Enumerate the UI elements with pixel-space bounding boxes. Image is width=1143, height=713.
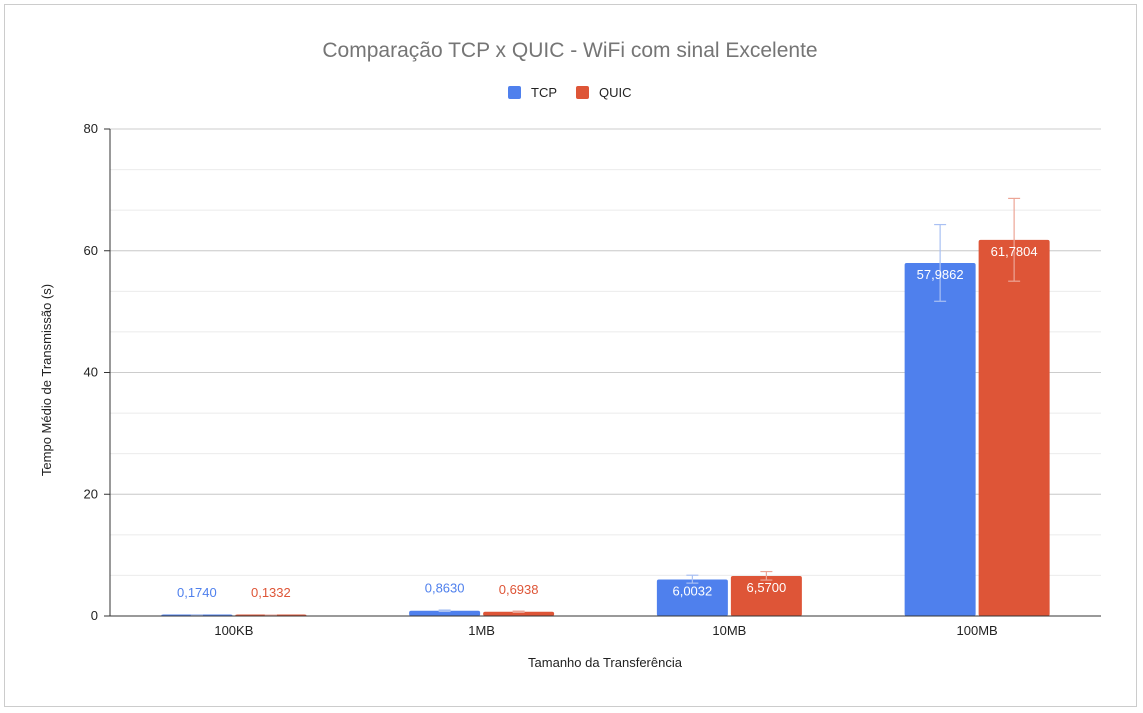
data-labels: 0,1740 0,1332 0,8630 0,6938 6,0032 6,5700 57,9… [177,244,1038,600]
x-axis-title: Tamanho da Transferência [528,655,683,670]
bar-tcp [656,579,728,616]
data-label-tcp: 0,8630 [425,581,465,596]
error-bars [190,197,1021,616]
bar-tcp [409,610,481,616]
legend-swatch-quic [576,86,589,99]
y-tick-label: 20 [84,486,98,501]
bar-quic [978,239,1050,617]
x-tick-label: 100MB [957,623,998,638]
legend-label-tcp: TCP [531,85,557,100]
y-tick-label: 80 [84,121,98,136]
x-axis-ticks: 100KB 1MB 10MB 100MB [214,623,997,638]
data-label-tcp: 57,9862 [917,267,964,282]
data-label-tcp: 0,1740 [177,585,217,600]
y-axis-ticks: 0 20 40 60 80 [84,121,110,623]
bar-quic [483,611,555,616]
bar-tcp [904,263,976,616]
y-tick-label: 60 [84,243,98,258]
x-tick-label: 100KB [214,623,253,638]
data-label-quic: 6,5700 [746,580,786,595]
data-label-tcp: 6,0032 [672,583,712,598]
y-tick-label: 0 [91,608,98,623]
bar-quic [730,576,802,616]
bars [161,239,1050,617]
x-tick-label: 1MB [468,623,495,638]
y-axis-title: Tempo Médio de Transmissão (s) [39,284,54,476]
legend: TCP QUIC [508,85,632,100]
legend-label-quic: QUIC [599,85,632,100]
chart-title: Comparação TCP x QUIC - WiFi com sinal E… [322,39,817,62]
data-label-quic: 0,6938 [499,582,539,597]
x-tick-label: 10MB [712,623,746,638]
legend-swatch-tcp [508,86,521,99]
data-label-quic: 61,7804 [991,244,1038,259]
data-label-quic: 0,1332 [251,585,291,600]
y-tick-label: 40 [84,365,98,380]
